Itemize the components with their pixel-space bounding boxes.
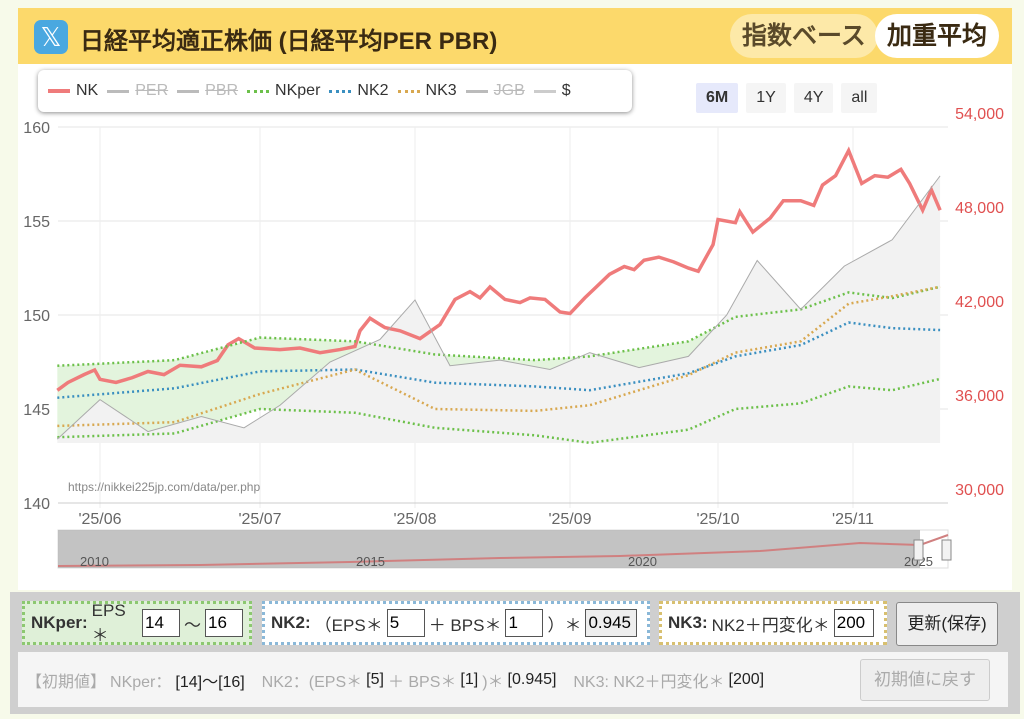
legend-swatch [329,89,352,93]
legend-label: PER [135,82,169,99]
nk2-text: （EPS＊ [314,615,383,635]
header: 𝕏 日経平均適正株価 (日経平均PER PBR) 指数ベース 加重平均 [18,8,1012,64]
x-tick: '25/10 [696,511,739,528]
legend-swatch [533,89,556,93]
navigator-handle[interactable] [913,539,924,561]
legend-item-per[interactable]: PER [107,82,168,100]
nkper-text: EPS＊ [91,600,126,645]
navigator-label: 2020 [628,554,657,569]
x-tick: '25/06 [78,511,121,528]
series-nk2 [57,321,941,399]
series-usd [56,175,941,440]
navigator-label: 2025 [904,554,933,569]
navigator-label: 2010 [80,554,109,569]
defaults-value: [5] [366,670,384,688]
tilde: 〜 [184,615,201,635]
chart: 140 145 150 155 160 30,000 36,000 42,000 48,000 5… [23,106,1004,569]
defaults-value: [1] [460,670,479,688]
nk3-box: NK3: NK2＋円変化＊ [659,601,887,645]
defaults-text: NK3: NK2＋円変化＊ [573,673,725,691]
y-right-tick: 54,000 [955,106,1004,123]
legend-item-nkper[interactable]: NKper [247,82,320,100]
nk3-coef-input[interactable] [833,609,874,637]
range-button-all[interactable]: all [841,83,878,113]
defaults-row: 【初期値】 NKper： [14]〜[16] NK2：(EPS＊ [5] ＋ BPS… [18,652,1008,707]
nkper-label: NKper: [31,613,88,632]
defaults-text: NK2：(EPS＊ [261,673,363,691]
page-title: 日経平均適正株価 (日経平均PER PBR) [80,28,498,55]
navigator-label: 2015 [356,554,385,569]
nk3-text: NK2＋円変化＊ [711,615,830,635]
series-nk [56,146,942,392]
range-button-4y[interactable]: 4Y [793,83,834,113]
x-tick: '25/11 [832,511,874,528]
legend-swatch [177,89,200,93]
y-right-tick: 30,000 [955,482,1004,499]
range-selector: 6M 1Y 4Y all [696,83,878,113]
index-base-button[interactable]: 指数ベース [730,14,878,58]
nk2-label: NK2: [271,613,311,632]
nkper-box: NKper: EPS＊ 〜 [22,601,252,645]
x-tick: '25/08 [393,511,436,528]
x-tick: '25/07 [238,511,281,528]
legend-swatch [397,89,420,93]
legend-item-usd[interactable]: $ [533,82,571,100]
legend: NK PER PBR NKper NK2 NK3 JGB $ [38,70,632,112]
defaults-text: ＋ BPS＊ [387,673,457,691]
x-logo-icon[interactable]: 𝕏 [34,20,68,54]
reset-defaults-button[interactable]: 初期値に戻す [860,659,990,701]
defaults-text: )＊ [482,673,504,691]
controls-panel: NKper: EPS＊ 〜 NK2: （EPS＊ ＋ BPS＊ ）＊ NK3: … [10,592,1020,714]
nk2-coef-input[interactable] [585,609,638,637]
nk2-bps-input[interactable] [505,609,544,637]
legend-label: NK3 [425,82,457,99]
series-nkper-lower [57,377,941,445]
nkper-min-input[interactable] [142,609,180,637]
y-left-tick: 150 [23,308,50,325]
defaults-label: 【初期値】 [26,673,107,691]
defaults-text: NKper： [110,673,172,691]
defaults-value: [0.945] [507,670,557,688]
watermark: https://nikkei225jp.com/data/per.php [68,480,260,494]
legend-swatch [107,89,130,93]
legend-label: NK [76,82,99,99]
legend-label: JGB [493,82,525,99]
legend-label: PBR [205,82,239,99]
legend-item-jgb[interactable]: JGB [465,82,525,100]
weighted-average-button[interactable]: 加重平均 [875,14,1000,58]
legend-label: NK2 [357,82,389,99]
navigator-handle[interactable] [941,539,952,561]
navigator-series [57,534,949,567]
series-nkper-upper [57,285,941,368]
nk2-text: ）＊ [547,615,582,635]
nk2-eps-input[interactable] [386,609,425,637]
range-button-1y[interactable]: 1Y [746,83,786,113]
update-save-button[interactable]: 更新(保存) [896,602,998,646]
y-left-tick: 140 [23,496,50,513]
y-right-tick: 36,000 [955,388,1004,405]
y-right-tick: 48,000 [955,200,1004,217]
y-left-tick: 155 [23,214,50,231]
nkper-max-input[interactable] [205,609,243,637]
y-right-tick: 42,000 [955,294,1004,311]
y-left-tick: 145 [23,402,50,419]
nk3-label: NK3: [668,613,708,632]
legend-swatch [48,89,70,93]
legend-item-nk[interactable]: NK [48,82,98,100]
defaults-value: [14]〜[16] [175,673,245,691]
x-tick: '25/09 [548,511,591,528]
legend-item-pbr[interactable]: PBR [177,82,238,100]
usd-area [57,175,941,443]
y-left-tick: 160 [23,120,50,137]
legend-swatch [465,89,488,93]
nk2-box: NK2: （EPS＊ ＋ BPS＊ ）＊ [262,601,650,645]
legend-label: NKper [275,82,321,99]
nk2-text: ＋ BPS＊ [428,615,502,635]
range-button-6m[interactable]: 6M [696,83,739,113]
legend-label: $ [561,82,571,99]
legend-item-nk2[interactable]: NK2 [329,82,389,100]
legend-item-nk3[interactable]: NK3 [397,82,457,100]
legend-swatch [247,89,270,93]
defaults-value: [200] [728,670,765,688]
